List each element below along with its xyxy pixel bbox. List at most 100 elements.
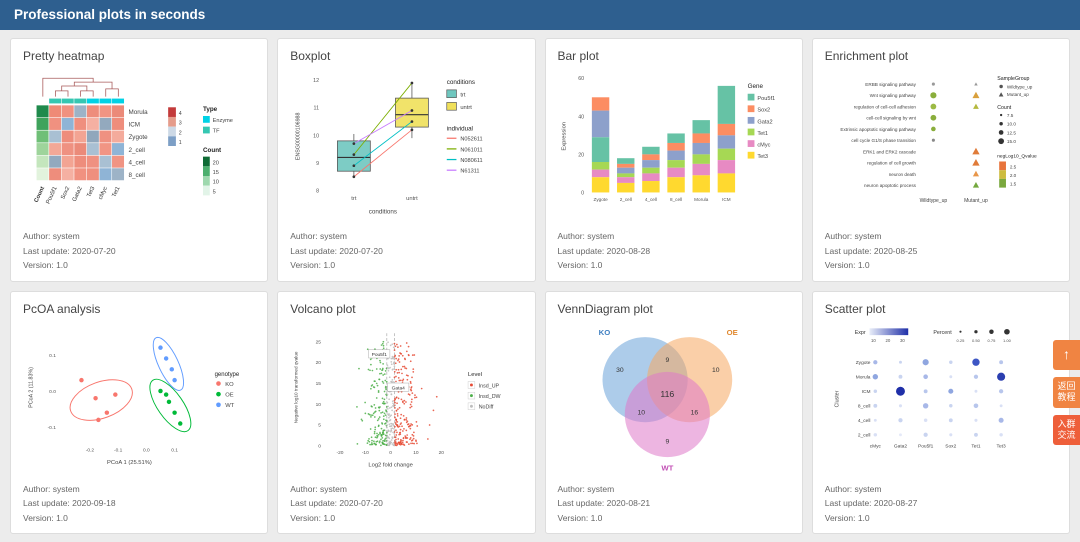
svg-text:5: 5 — [213, 190, 216, 196]
svg-text:ERBB signaling pathway: ERBB signaling pathway — [865, 82, 916, 87]
svg-text:Morula: Morula — [694, 197, 709, 202]
svg-text:ICM: ICM — [861, 389, 870, 395]
pcoa-chart: -0.2 -0.1 0.0 0.1 -0.1 0.0 0.1 PCoA 1 (25.51%) P… — [29, 336, 240, 465]
volcano-chart: -20 -10 0 10 20 0 5 10 15 20 25 Log2 fold change Neg… — [294, 332, 501, 468]
svg-text:Gata2: Gata2 — [72, 186, 84, 203]
boxplot-chart: 8 9 10 11 12 trt untrt conditions ENSG0000010698… — [296, 78, 483, 216]
bar-chart: 0 20 40 60 Expression Zygote 2_cell 4_cell 8_cel… — [561, 76, 775, 202]
svg-text:20: 20 — [885, 337, 890, 342]
svg-text:Tet1: Tet1 — [971, 443, 980, 449]
card-last-update: Last update: 2020-08-21 — [557, 498, 651, 509]
svg-text:5: 5 — [319, 422, 322, 428]
card-grid: Pretty heatmap Morula ICM Zygote 2_cell 4_ce… — [0, 30, 1080, 542]
svg-text:0.25: 0.25 — [956, 337, 965, 342]
card-version: Version: 1.0 — [557, 512, 603, 523]
scatter-dot-chart: Expr 10 20 30 Percent 0.25 0.50 0.75 1.00 Zygote M… — [834, 327, 1011, 449]
svg-text:cell cycle G1/S phase transiti: cell cycle G1/S phase transition — [851, 138, 916, 143]
plot-card-scatter[interactable]: Scatter plot Expr 10 20 30 Percent 0.25 0.50 0.… — [811, 290, 1070, 534]
svg-text:Pou5f1: Pou5f1 — [757, 96, 775, 102]
card-author: Author: system — [557, 231, 615, 242]
svg-text:4_cell: 4_cell — [644, 197, 656, 202]
svg-text:trt: trt — [352, 196, 358, 202]
svg-text:2.5: 2.5 — [1010, 164, 1017, 169]
card-last-update: Last update: 2020-07-20 — [290, 245, 383, 256]
card-footer: Author: system Last update: 2020-07-20 V… — [23, 229, 255, 272]
svg-text:KO: KO — [598, 328, 610, 337]
plot-card-volcano[interactable]: Volcano plot -20 -10 0 10 20 0 5 10 15 20 25 Log2 f… — [277, 290, 536, 534]
svg-text:regulation of cell-cell adhesi: regulation of cell-cell adhesion — [853, 105, 916, 110]
card-footer: Author: system Last update: 2020-08-25 V… — [825, 229, 1057, 272]
svg-text:KO: KO — [225, 382, 234, 388]
join-group-button[interactable]: 入群 交流 — [1053, 414, 1080, 445]
svg-text:Sox2: Sox2 — [757, 108, 770, 114]
chart-area: 0 20 40 60 Expression Zygote 2_cell 4_cell 8_cel… — [558, 63, 790, 229]
svg-text:12.5: 12.5 — [1007, 130, 1016, 135]
plot-card-bar-plot[interactable]: Bar plot 0 20 40 60 Expression Zygote 2_cell 4_… — [544, 38, 803, 282]
svg-text:8: 8 — [316, 189, 319, 195]
svg-text:-20: -20 — [337, 450, 344, 456]
svg-text:11: 11 — [314, 106, 320, 112]
svg-text:cell-cell signaling by wnt: cell-cell signaling by wnt — [866, 116, 916, 121]
svg-text:Pou5f1: Pou5f1 — [45, 186, 58, 205]
card-last-update: Last update: 2020-07-20 — [23, 245, 116, 256]
card-last-update: Last update: 2020-09-18 — [23, 498, 116, 509]
svg-text:10: 10 — [637, 409, 645, 416]
plot-card-pretty-heatmap[interactable]: Pretty heatmap Morula ICM Zygote 2_cell 4_ce… — [10, 38, 269, 282]
svg-text:PCoA 2 (11.83%): PCoA 2 (11.83%) — [29, 366, 35, 407]
svg-text:8_cell: 8_cell — [128, 172, 144, 179]
card-author: Author: system — [23, 483, 80, 494]
tutorial-button[interactable]: 返回 教程 — [1053, 377, 1080, 408]
svg-text:N61311: N61311 — [461, 169, 480, 175]
svg-text:Tet3: Tet3 — [757, 154, 768, 160]
svg-text:2_cell: 2_cell — [128, 147, 144, 154]
card-title: Bar plot — [557, 49, 599, 63]
svg-text:Type: Type — [203, 106, 218, 113]
floating-toolbar: ↑ 返回 教程 入群 交流 — [1053, 340, 1080, 445]
svg-text:Count: Count — [203, 147, 222, 154]
card-author: Author: system — [290, 231, 347, 242]
card-footer: Author: system Last update: 2020-07-20 V… — [290, 482, 522, 525]
svg-text:25: 25 — [316, 339, 322, 345]
svg-text:negLog10_Qvalue: negLog10_Qvalue — [997, 154, 1037, 160]
chart-area: 8 9 10 11 12 trt untrt conditions ENSG0000010698… — [290, 63, 522, 229]
svg-text:Insd_UP: Insd_UP — [479, 383, 500, 389]
svg-text:TF: TF — [213, 129, 220, 135]
card-footer: Author: system Last update: 2020-07-20 V… — [290, 229, 522, 272]
card-title: Enrichment plot — [824, 49, 909, 63]
svg-text:Count: Count — [997, 105, 1011, 111]
svg-text:Insd_DW: Insd_DW — [479, 394, 501, 400]
svg-text:N052611: N052611 — [461, 137, 483, 143]
svg-text:Percent: Percent — [933, 330, 952, 336]
plot-card-venn[interactable]: VennDiagram plot KO OE WT 30 10 9 116 10 16 9 Aut… — [544, 290, 803, 534]
back-to-top-button[interactable]: ↑ — [1053, 340, 1080, 370]
svg-text:3: 3 — [179, 121, 182, 127]
plot-card-boxplot[interactable]: Boxplot 8 9 10 11 12 trt untrt conditions ENSG00… — [277, 38, 536, 282]
svg-text:Mutant_up: Mutant_up — [964, 198, 988, 204]
card-title: Pretty heatmap — [23, 49, 105, 63]
svg-text:neuron death: neuron death — [888, 172, 916, 177]
svg-text:0.0: 0.0 — [143, 447, 150, 453]
svg-text:-0.2: -0.2 — [86, 447, 95, 453]
card-title: VennDiagram plot — [557, 301, 653, 316]
svg-text:ENSG00000106988: ENSG00000106988 — [296, 113, 302, 161]
plot-card-enrichment[interactable]: Enrichment plot ERBB signaling pathway Wn… — [811, 38, 1070, 282]
svg-text:conditions: conditions — [447, 79, 475, 86]
svg-text:10: 10 — [871, 337, 876, 342]
enrichment-chart: ERBB signaling pathway Wnt signaling path… — [840, 76, 1037, 204]
chart-area: ERBB signaling pathway Wnt signaling path… — [825, 63, 1057, 229]
svg-text:20: 20 — [439, 450, 445, 456]
svg-text:OE: OE — [726, 328, 737, 337]
svg-text:Gata4: Gata4 — [392, 385, 405, 391]
svg-text:WT: WT — [661, 463, 673, 472]
chart-area: -0.2 -0.1 0.0 0.1 -0.1 0.0 0.1 PCoA 1 (25.51%) P… — [23, 316, 255, 482]
svg-text:8_cell: 8_cell — [858, 403, 871, 409]
card-last-update: Last update: 2020-08-28 — [557, 245, 651, 256]
svg-text:20: 20 — [213, 160, 219, 166]
svg-text:Sox2: Sox2 — [945, 443, 956, 449]
chart-area: Expr 10 20 30 Percent 0.25 0.50 0.75 1.00 Zygote M… — [825, 316, 1057, 482]
plot-card-pcoa[interactable]: PcOA analysis -0.2 -0.1 0.0 0.1 -0.1 0.0 0.1 PC… — [10, 290, 269, 534]
card-footer: Author: system Last update: 2020-08-28 V… — [558, 229, 790, 272]
svg-text:1: 1 — [179, 140, 182, 146]
svg-text:4_cell: 4_cell — [858, 418, 871, 424]
